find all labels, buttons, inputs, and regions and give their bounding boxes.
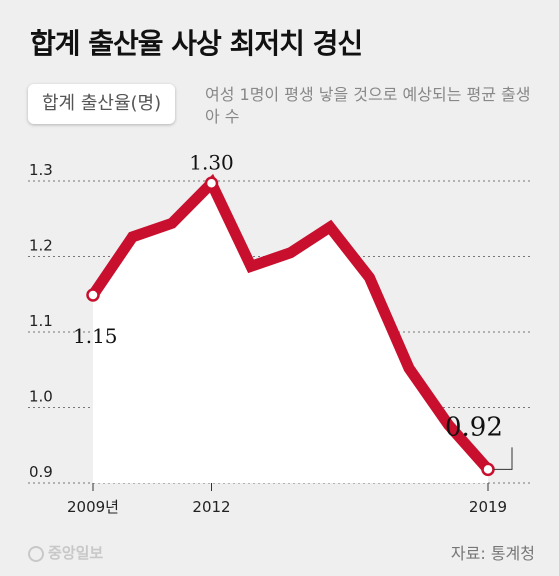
publisher-logo-icon bbox=[28, 546, 44, 562]
x-tick-label: 2012 bbox=[192, 498, 230, 516]
series-line bbox=[88, 173, 493, 474]
y-tick-label: 0.9 bbox=[29, 463, 53, 481]
y-tick-label: 1.1 bbox=[29, 312, 53, 330]
publisher-name: 중앙일보 bbox=[48, 544, 104, 562]
area-fill bbox=[93, 183, 488, 483]
data-label: 0.92 bbox=[445, 412, 503, 442]
y-tick-label: 1.0 bbox=[29, 388, 53, 406]
data-point-marker bbox=[86, 288, 100, 302]
x-tick-label: 2019 bbox=[469, 498, 507, 516]
chart-title: 합계 출산율 사상 최저치 경신 bbox=[30, 27, 363, 60]
y-tick-label: 1.3 bbox=[29, 161, 53, 179]
data-point-marker bbox=[204, 176, 219, 191]
y-tick-label: 1.2 bbox=[29, 237, 53, 255]
data-label: 1.15 bbox=[73, 324, 118, 348]
legend-description: 여성 1명이 평생 낳을 것으로 예상되는 평균 출생아 수 bbox=[205, 85, 531, 126]
publisher-logo: 중앙일보 bbox=[28, 542, 103, 563]
data-point-marker bbox=[481, 462, 495, 477]
legend-label: 합계 출산율(명) bbox=[28, 84, 176, 124]
source-text: 자료: 통계청 bbox=[450, 544, 535, 563]
data-label: 1.30 bbox=[189, 150, 234, 174]
x-tick-label: 2009년 bbox=[67, 498, 119, 516]
label-leader-line bbox=[494, 447, 513, 470]
